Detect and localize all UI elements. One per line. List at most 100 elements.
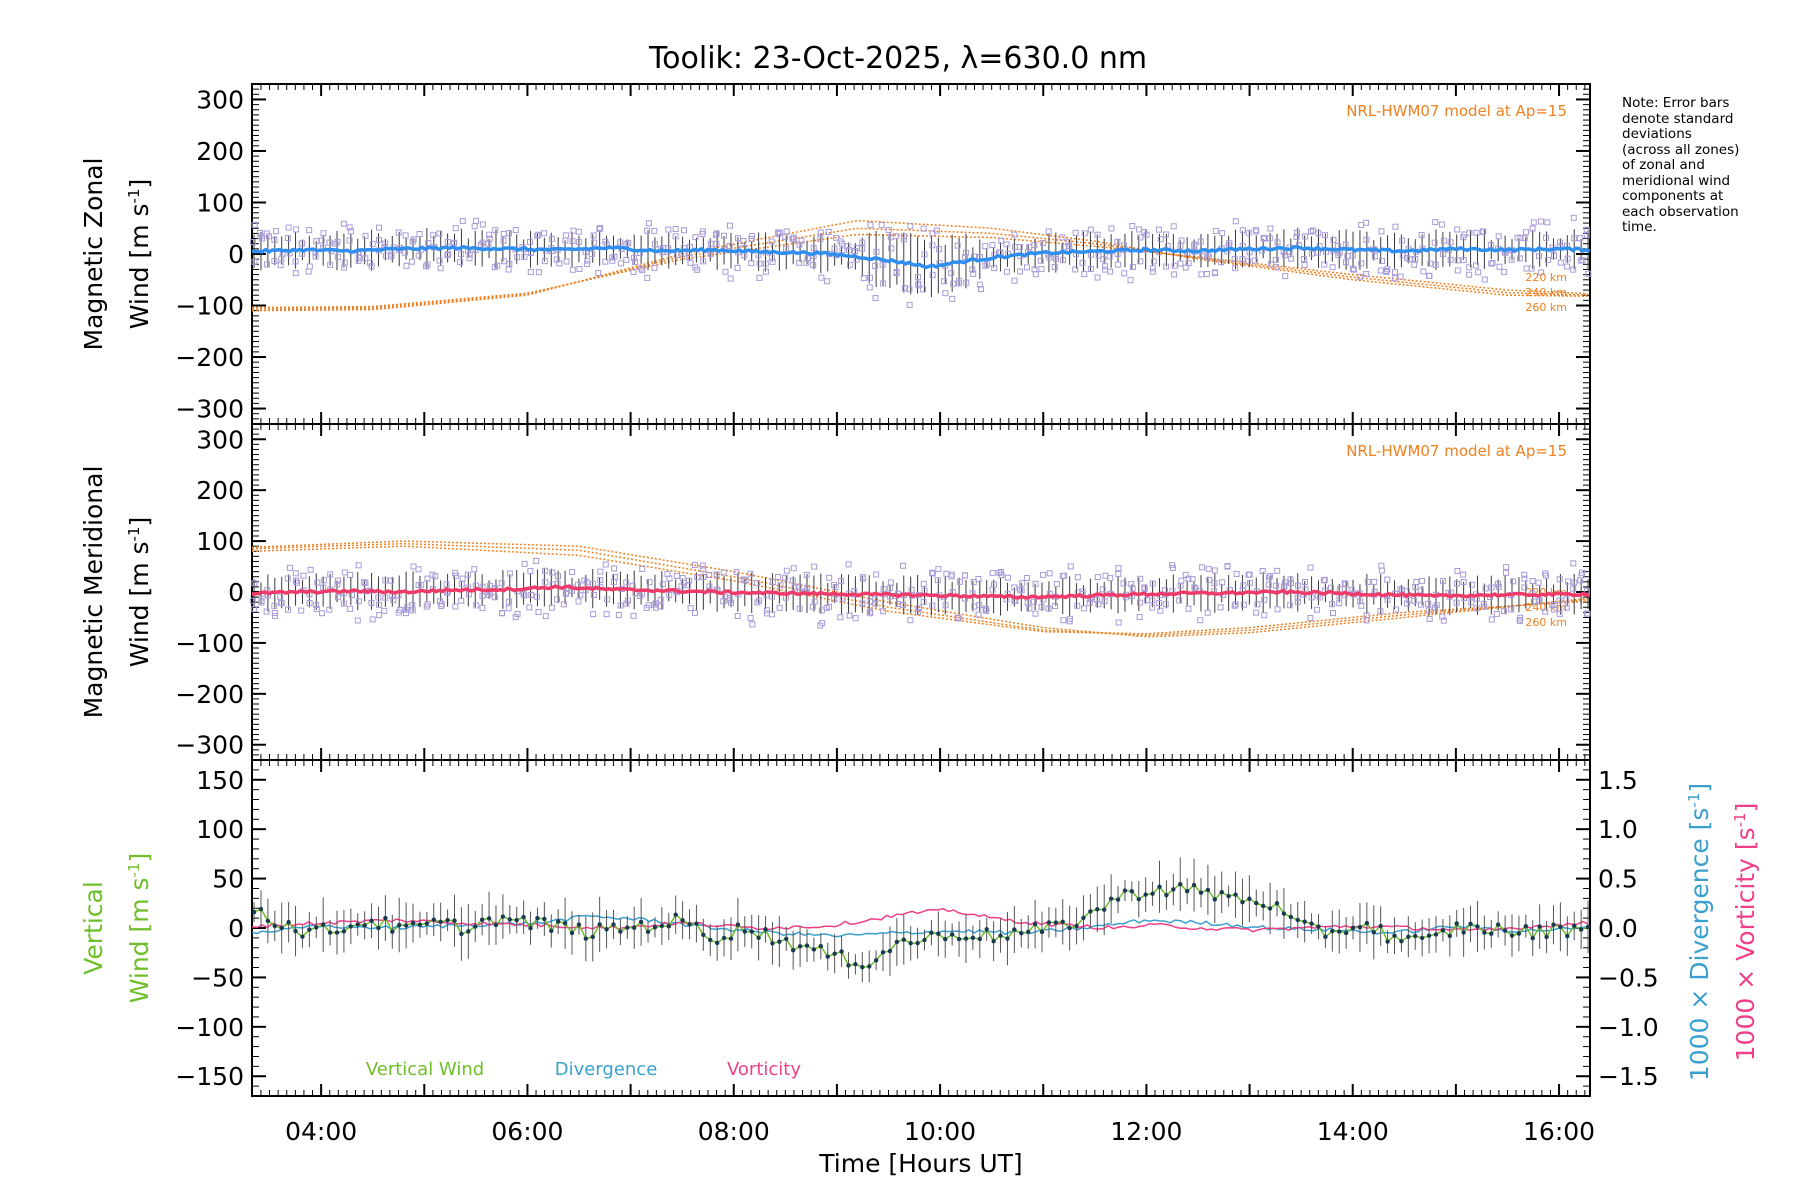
zone-sample — [505, 266, 512, 273]
zone-sample — [611, 253, 618, 260]
vertical-wind-point — [403, 923, 409, 928]
zone-sample — [341, 259, 348, 266]
zone-sample — [1315, 230, 1322, 237]
zone-sample — [597, 225, 604, 232]
zone-sample — [1093, 596, 1100, 603]
zone-sample — [651, 227, 658, 234]
zone-sample — [577, 592, 584, 599]
zone-sample — [415, 582, 422, 589]
zone-sample — [284, 235, 291, 242]
zone-sample — [1239, 227, 1246, 234]
vertical-wind-point — [604, 927, 609, 932]
zone-sample — [1232, 601, 1239, 608]
zone-sample — [1107, 268, 1114, 275]
zone-sample — [1585, 270, 1592, 277]
vertical-wind-point — [1129, 889, 1135, 894]
zone-sample — [1115, 261, 1122, 268]
zone-sample — [978, 285, 985, 292]
zone-sample — [464, 571, 471, 578]
zone-sample — [1087, 266, 1094, 273]
zone-sample — [1094, 231, 1101, 238]
zone-sample — [907, 223, 914, 230]
zone-sample — [1516, 617, 1523, 624]
zone-sample — [1329, 601, 1336, 608]
zone-sample — [277, 262, 284, 269]
zone-sample — [1059, 257, 1066, 264]
zone-sample — [783, 567, 790, 574]
zone-sample — [1522, 229, 1529, 236]
zone-sample — [514, 610, 521, 617]
zone-sample — [1155, 226, 1162, 233]
vertical-wind-point — [943, 936, 948, 942]
zone-sample — [872, 600, 879, 607]
zone-sample — [1017, 586, 1024, 593]
zone-sample — [872, 295, 879, 302]
zone-sample — [584, 257, 591, 264]
y2-axis-title-vorticity: 1000 × Vorticity [s-1] — [1731, 803, 1760, 1062]
zone-sample — [1011, 277, 1018, 284]
zone-sample — [899, 602, 906, 609]
zone-sample — [859, 239, 866, 246]
zone-sample — [871, 262, 878, 269]
vertical-wind-point — [867, 964, 872, 969]
y2-tick-label: −1.5 — [1598, 1062, 1659, 1091]
zone-sample — [955, 615, 962, 622]
zone-sample — [887, 585, 894, 592]
zone-sample — [1246, 579, 1253, 586]
zone-sample — [846, 612, 853, 619]
note-line: deviations — [1622, 126, 1692, 142]
zone-sample — [1087, 226, 1094, 233]
zone-sample — [1438, 221, 1445, 228]
zone-sample — [1288, 255, 1295, 262]
zone-sample — [368, 600, 375, 607]
zone-sample — [1295, 582, 1302, 589]
zone-sample — [908, 586, 915, 593]
zone-sample — [1286, 602, 1293, 609]
zone-sample — [452, 572, 459, 579]
zone-sample — [948, 270, 955, 277]
zone-sample — [1059, 572, 1066, 579]
zone-sample — [257, 233, 264, 240]
vertical-wind-point — [327, 930, 333, 935]
zone-sample — [1330, 237, 1337, 244]
zone-sample — [726, 594, 733, 601]
zone-sample — [1314, 606, 1321, 613]
zone-sample — [355, 598, 362, 605]
zone-sample — [1266, 235, 1273, 242]
zone-sample — [1329, 264, 1336, 271]
zone-sample — [334, 581, 341, 588]
zone-sample — [263, 608, 270, 615]
vertical-wind-point — [1385, 939, 1390, 944]
zone-sample — [1294, 229, 1301, 236]
y2-tick-label: −0.5 — [1598, 963, 1659, 992]
vertical-wind-point — [1537, 924, 1542, 929]
zone-sample — [1211, 580, 1218, 587]
zone-sample — [382, 577, 389, 584]
vertical-wind-point — [466, 929, 471, 934]
zone-sample — [694, 266, 701, 273]
zone-sample — [777, 582, 784, 589]
y-tick-label: −200 — [175, 680, 244, 709]
zone-sample — [1426, 616, 1433, 623]
zone-sample — [998, 237, 1005, 244]
zone-sample — [1107, 575, 1114, 582]
vertical-wind-point — [1102, 907, 1107, 912]
zone-sample — [1288, 579, 1295, 586]
zone-sample — [1454, 267, 1461, 274]
zone-sample — [1081, 605, 1088, 612]
zone-sample — [1378, 567, 1385, 574]
zone-sample — [1397, 273, 1404, 280]
zone-sample — [768, 238, 775, 245]
legend-entry: Divergence — [555, 1059, 658, 1080]
zone-sample — [839, 240, 846, 247]
zone-sample — [403, 606, 410, 613]
zone-sample — [1095, 601, 1102, 608]
zone-sample — [1017, 268, 1024, 275]
zone-sample — [1239, 256, 1246, 263]
zone-sample — [327, 571, 334, 578]
legend-entry: Vorticity — [727, 1059, 801, 1080]
zone-sample — [1308, 250, 1315, 257]
y2-tick-label: 1.0 — [1598, 815, 1638, 844]
zone-sample — [665, 226, 672, 233]
zone-sample — [1171, 271, 1178, 278]
